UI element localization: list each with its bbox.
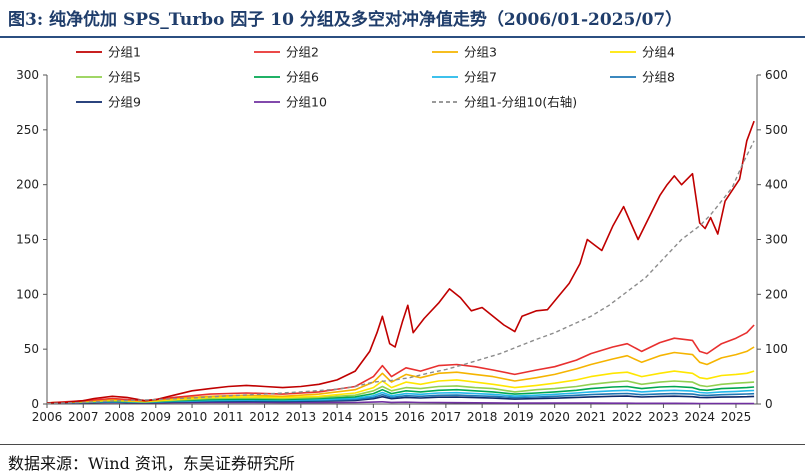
legend-label-5: 分组5 xyxy=(108,70,141,85)
y-right-tick-label: 500 xyxy=(765,123,788,137)
x-ticks: 2006 2007 2008 2009 2010 2011 2012 2013 2014 2015… xyxy=(32,404,752,424)
x-tick-label: 2022 xyxy=(612,410,643,424)
series-line-1 xyxy=(46,120,755,404)
y-left-tick-label: 250 xyxy=(16,123,39,137)
x-tick-label: 2013 xyxy=(286,410,317,424)
series-lines xyxy=(46,120,755,405)
x-tick-label: 2018 xyxy=(467,410,498,424)
y-right-tick-label: 300 xyxy=(765,233,788,247)
legend-label-11: 分组1-分组10(右轴) xyxy=(464,95,577,110)
x-tick-label: 2015 xyxy=(358,410,389,424)
series-line-10 xyxy=(46,401,755,405)
x-tick-label: 2014 xyxy=(322,410,353,424)
legend-label-4: 分组4 xyxy=(642,45,675,60)
y-right-tick-label: 600 xyxy=(765,68,788,82)
legend-label-10: 分组10 xyxy=(286,95,327,110)
y-left-tick-label: 200 xyxy=(16,178,39,192)
y-left-ticks: 0 50 100 150 200 250 300 xyxy=(16,68,47,411)
legend-label-8: 分组8 xyxy=(642,70,675,85)
chart-title: 图3: 纯净优加 SPS_Turbo 因子 10 分组及多空对冲净值走势（200… xyxy=(8,10,683,30)
series-line-6 xyxy=(46,385,755,404)
y-left-tick-label: 100 xyxy=(16,287,39,301)
x-tick-label: 2025 xyxy=(721,410,752,424)
x-tick-label: 2016 xyxy=(394,410,425,424)
y-right-tick-label: 0 xyxy=(765,397,773,411)
y-right-ticks: 0 100 200 300 400 500 600 xyxy=(757,68,788,411)
plot-frame xyxy=(46,75,758,405)
series-line-3 xyxy=(46,346,755,404)
legend-label-2: 分组2 xyxy=(286,45,319,60)
x-tick-label: 2010 xyxy=(177,410,208,424)
x-tick-label: 2006 xyxy=(32,410,63,424)
series-line-11 xyxy=(46,140,755,405)
series-line-2 xyxy=(46,324,755,404)
y-left-tick-label: 50 xyxy=(24,342,39,356)
series-line-5 xyxy=(46,380,755,404)
y-right-tick-label: 200 xyxy=(765,287,788,301)
y-right-tick-label: 100 xyxy=(765,342,788,356)
y-right-tick-label: 400 xyxy=(765,178,788,192)
series-line-4 xyxy=(46,370,755,404)
x-tick-label: 2009 xyxy=(141,410,172,424)
legend-label-1: 分组1 xyxy=(108,45,141,60)
chart: 0 50 100 150 200 250 300 0 100 200 300 400 500 600 2… xyxy=(16,45,788,425)
x-tick-label: 2021 xyxy=(576,410,607,424)
y-left-tick-label: 150 xyxy=(16,233,39,247)
x-tick-label: 2017 xyxy=(431,410,462,424)
footer-rule xyxy=(0,444,805,445)
x-tick-label: 2007 xyxy=(68,410,99,424)
x-tick-label: 2024 xyxy=(684,410,715,424)
legend-label-6: 分组6 xyxy=(286,70,319,85)
y-left-tick-label: 300 xyxy=(16,68,39,82)
legend-label-7: 分组7 xyxy=(464,70,497,85)
legend-label-3: 分组3 xyxy=(464,45,497,60)
title-bar: 图3: 纯净优加 SPS_Turbo 因子 10 分组及多空对冲净值走势（200… xyxy=(0,0,805,38)
legend: 分组1 分组2 分组3 分组4 分组5 分组6 分组7 分组8 分组9 分组10 分组1-分组10(… xyxy=(76,45,675,110)
x-tick-label: 2019 xyxy=(503,410,534,424)
x-tick-label: 2023 xyxy=(648,410,679,424)
x-tick-label: 2020 xyxy=(539,410,570,424)
source-note: 数据来源：Wind 资讯，东吴证券研究所 xyxy=(8,454,295,473)
x-tick-label: 2011 xyxy=(213,410,244,424)
x-tick-label: 2012 xyxy=(249,410,280,424)
legend-label-9: 分组9 xyxy=(108,95,141,110)
x-tick-label: 2008 xyxy=(104,410,135,424)
y-left-tick-label: 0 xyxy=(31,397,39,411)
